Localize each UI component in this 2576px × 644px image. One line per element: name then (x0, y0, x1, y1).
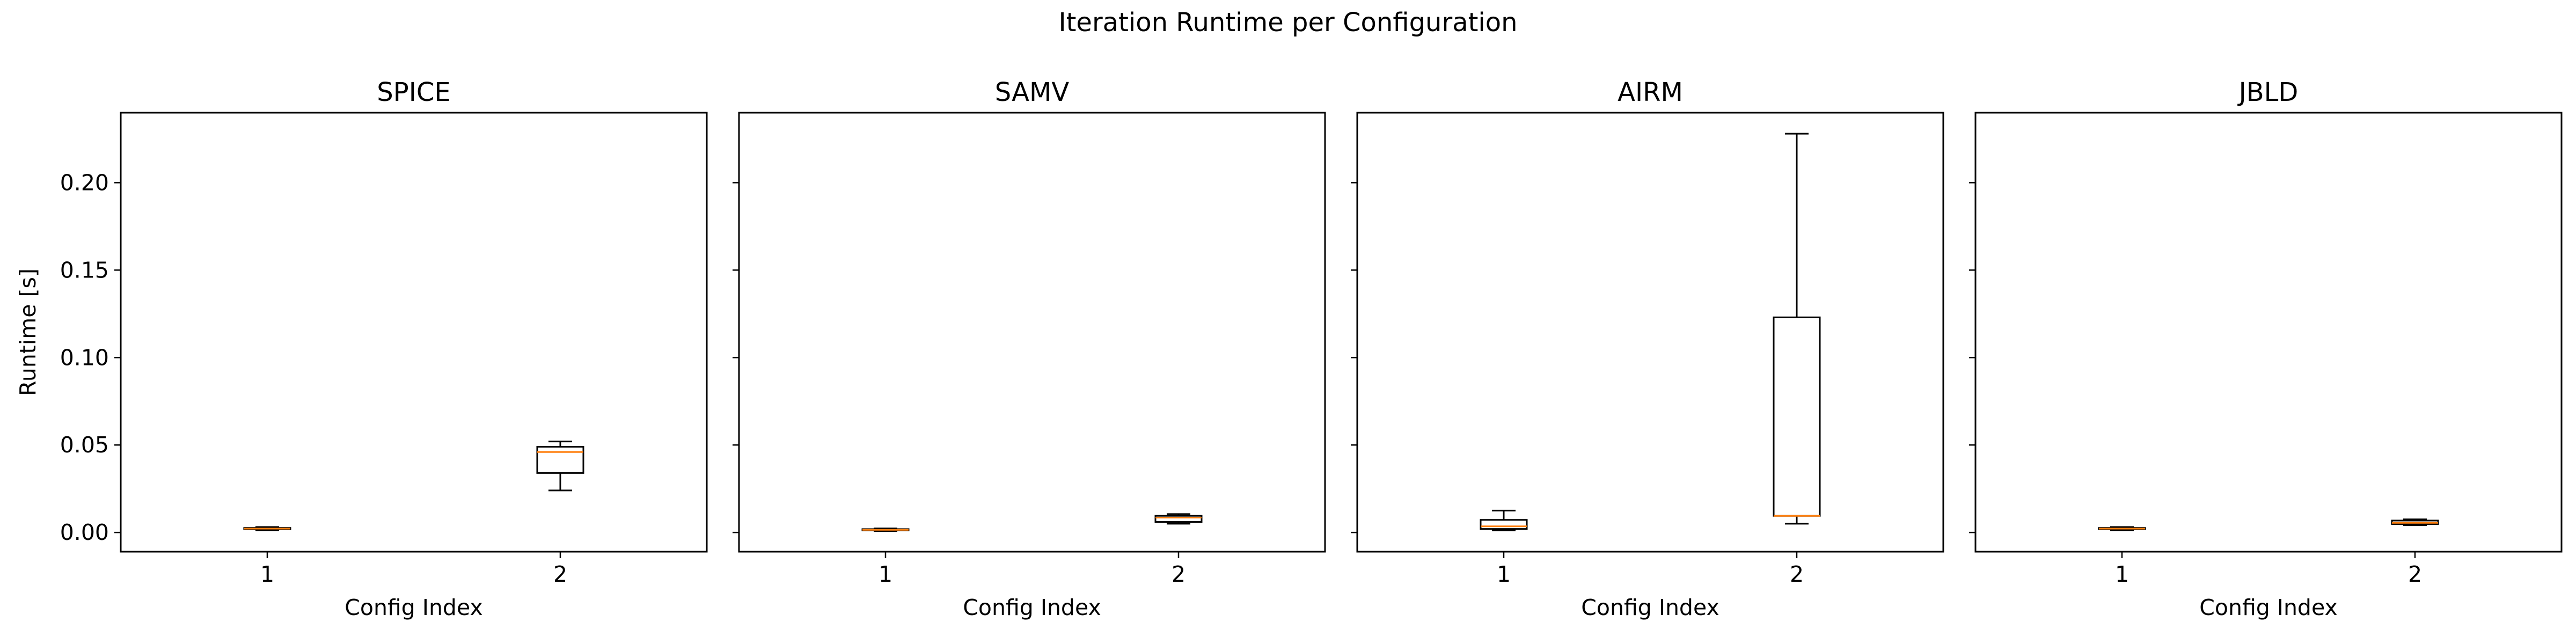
subplot-spice: SPICE 0.00 0.05 0.10 0.15 0.20 1 2 Config Index R… (15, 77, 708, 620)
y-tick-label: 0.00 (60, 519, 109, 545)
y-tick-label: 0.20 (60, 170, 109, 195)
x-tick-label: 2 (1172, 561, 1185, 587)
subplot-jbld: JBLD 1 2 Config Index (1969, 77, 2563, 620)
box-iqr (1773, 316, 1821, 517)
x-tick-label: 2 (2408, 561, 2422, 587)
plot-frame (1974, 112, 2563, 553)
x-axis-label: Config Index (2199, 595, 2337, 620)
y-axis-label: Runtime [s] (15, 268, 41, 396)
x-tick-label: 2 (1790, 561, 1804, 587)
box-iqr (1480, 519, 1528, 530)
x-tick-label: 1 (1497, 561, 1511, 587)
subplot-title: JBLD (2237, 77, 2299, 107)
x-tick-label: 1 (2115, 561, 2129, 587)
x-axis-label: Config Index (963, 595, 1101, 620)
box-config-2 (2391, 518, 2439, 526)
box-config-2 (1773, 133, 1821, 525)
plot-frame (1356, 112, 1944, 553)
figure-title: Iteration Runtime per Configuration (1058, 8, 1517, 38)
plot-frame (120, 112, 708, 553)
subplot-title: SAMV (995, 77, 1070, 107)
x-tick-label: 1 (879, 561, 892, 587)
y-tick-label: 0.10 (60, 345, 109, 370)
box-iqr (536, 445, 584, 474)
box-config-1 (1480, 509, 1528, 531)
y-tick-label: 0.15 (60, 257, 109, 283)
subplot-samv: SAMV 1 2 Config Index (733, 77, 1326, 620)
plot-frame (738, 112, 1326, 553)
box-config-1 (243, 526, 291, 531)
box-config-1 (2098, 526, 2146, 531)
x-axis-label: Config Index (345, 595, 482, 620)
box-config-1 (861, 528, 910, 532)
subplots: SPICE 0.00 0.05 0.10 0.15 0.20 1 2 Config Index R… (15, 77, 2563, 620)
subplot-airm: AIRM 1 2 Config Index (1351, 77, 1944, 620)
x-tick-label: 1 (260, 561, 274, 587)
box-config-2 (1154, 513, 1203, 525)
box-iqr (1154, 515, 1203, 523)
box-config-2 (536, 441, 584, 492)
x-tick-label: 2 (553, 561, 567, 587)
x-axis-label: Config Index (1581, 595, 1719, 620)
subplot-title: SPICE (377, 77, 450, 107)
y-tick-label: 0.05 (60, 432, 109, 458)
subplot-title: AIRM (1618, 77, 1683, 107)
